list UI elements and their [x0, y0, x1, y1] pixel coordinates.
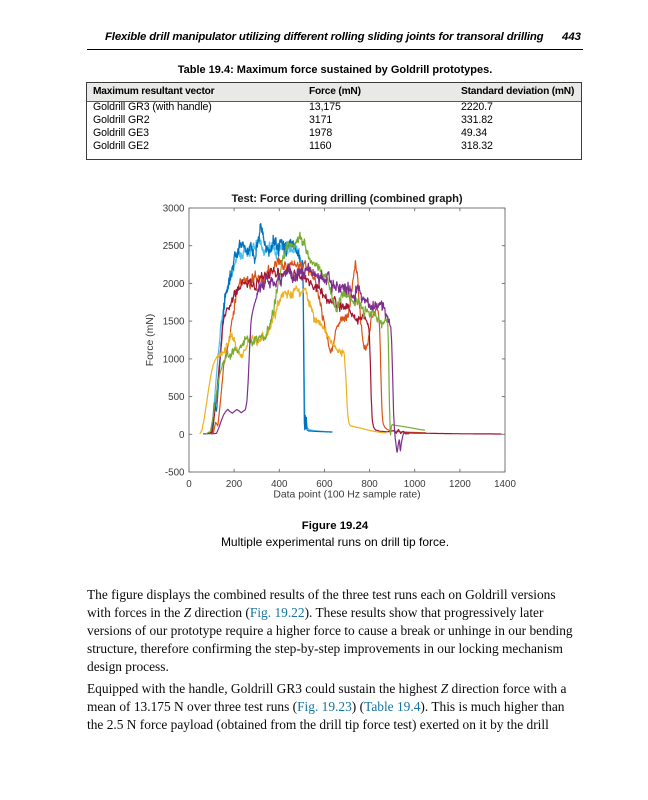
svg-text:-500: -500	[165, 468, 185, 479]
svg-text:2000: 2000	[163, 279, 185, 290]
svg-text:2500: 2500	[163, 241, 185, 252]
svg-text:500: 500	[168, 392, 185, 403]
svg-text:1000: 1000	[163, 354, 185, 365]
svg-text:400: 400	[271, 479, 288, 490]
svg-text:1200: 1200	[449, 479, 471, 490]
svg-text:200: 200	[226, 479, 243, 490]
svg-text:Data point (100 Hz sample rate: Data point (100 Hz sample rate)	[273, 490, 420, 501]
svg-text:Force (mN): Force (mN)	[145, 314, 156, 367]
svg-text:1400: 1400	[494, 479, 516, 490]
svg-text:600: 600	[316, 479, 333, 490]
svg-text:1000: 1000	[404, 479, 426, 490]
svg-text:3000: 3000	[163, 204, 185, 215]
svg-text:Test: Force during drilling (c: Test: Force during drilling (combined gr…	[232, 193, 463, 205]
svg-text:0: 0	[179, 430, 185, 441]
svg-text:1500: 1500	[163, 317, 185, 328]
svg-text:800: 800	[361, 479, 378, 490]
svg-text:0: 0	[186, 479, 192, 490]
